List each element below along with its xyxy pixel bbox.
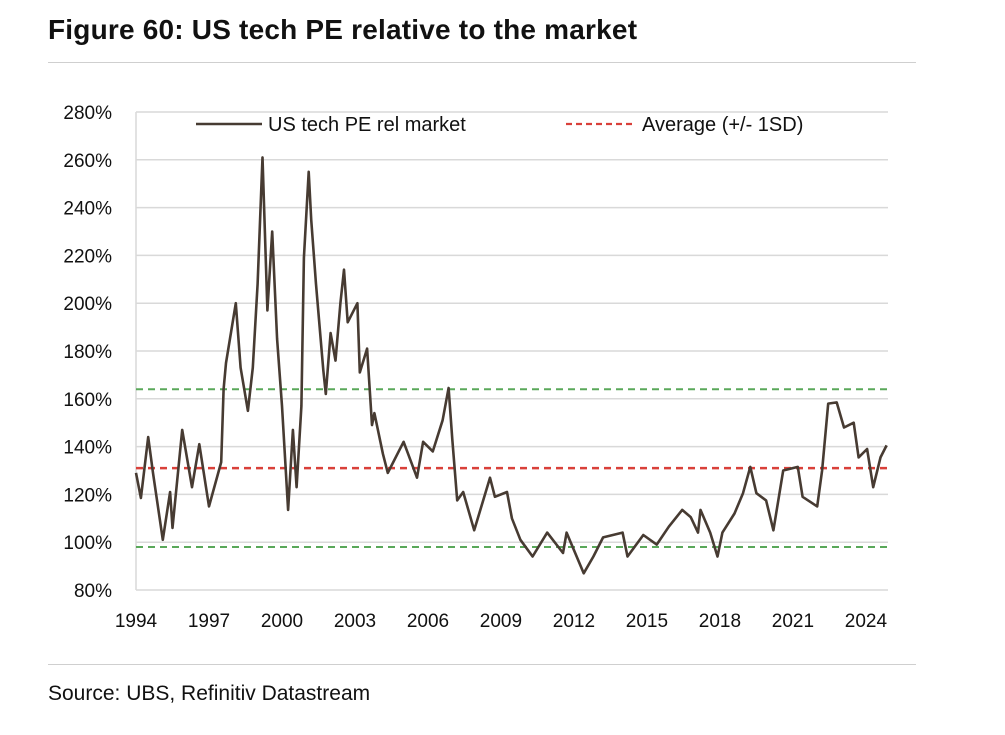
x-tick-label: 2003 (334, 611, 376, 632)
x-tick-label: 2006 (407, 611, 449, 632)
source-note: Source: UBS, Refinitiv Datastream (48, 682, 371, 705)
y-tick-label: 80% (74, 581, 112, 602)
legend-label-average: Average (+/- 1SD) (642, 114, 803, 136)
y-tick-label: 140% (63, 438, 112, 459)
y-tick-label: 240% (63, 199, 112, 220)
y-tick-label: 220% (63, 246, 112, 267)
y-tick-label: 160% (63, 390, 112, 411)
figure-title: Figure 60: US tech PE relative to the ma… (48, 14, 638, 45)
top-divider (48, 62, 916, 63)
x-tick-label: 2000 (261, 611, 303, 632)
x-tick-label: 2021 (772, 611, 814, 632)
y-tick-label: 280% (63, 103, 112, 124)
series-line-us-tech-pe (134, 156, 888, 575)
x-tick-label: 2024 (845, 611, 888, 632)
x-tick-label: 2012 (553, 611, 595, 632)
legend-label-us-tech: US tech PE rel market (268, 114, 466, 136)
y-tick-label: 100% (63, 533, 112, 554)
x-tick-label: 2015 (626, 611, 668, 632)
bottom-divider (48, 664, 916, 665)
y-tick-label: 120% (63, 485, 112, 506)
y-tick-label: 180% (63, 342, 112, 363)
x-tick-label: 1997 (188, 611, 230, 632)
y-tick-label: 200% (63, 294, 112, 315)
x-tick-label: 2018 (699, 611, 741, 632)
x-tick-label: 1994 (115, 611, 158, 632)
y-tick-label: 260% (63, 151, 112, 172)
x-tick-label: 2009 (480, 611, 522, 632)
